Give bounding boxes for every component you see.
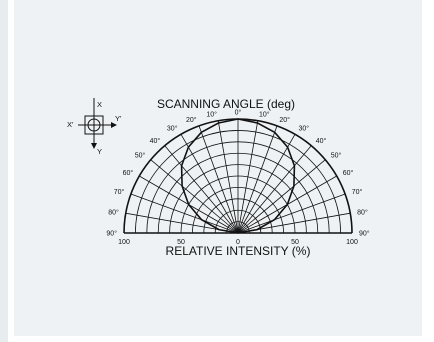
- chart-panel: [14, 0, 422, 336]
- intensity-tick-label: 100: [118, 239, 130, 246]
- curve-layer: [180, 118, 296, 234]
- led-lens-circle: [87, 118, 101, 132]
- angle-tick-label: 0°: [235, 109, 242, 117]
- angle-tick-label: 40°: [150, 137, 161, 145]
- grid-radial-line: [164, 145, 239, 234]
- angle-tick-label: 30°: [167, 125, 178, 133]
- grid-radial-line: [237, 120, 259, 234]
- orientation-x-prime-label: X': [67, 120, 74, 129]
- grid-radial-line: [198, 125, 239, 234]
- led-package-square: [84, 115, 104, 135]
- angle-tick-label: 90°: [106, 230, 117, 238]
- grid-radial-line: [130, 193, 239, 234]
- angle-tick-label: 80°: [108, 208, 119, 216]
- polar-grid: [123, 118, 353, 234]
- grid-radial-line: [237, 125, 278, 234]
- grid-radial-line: [237, 134, 296, 234]
- orientation-diagram: X X' Y' Y: [67, 98, 122, 156]
- orientation-y-prime-label: Y': [115, 114, 122, 123]
- angle-tick-label: 10°: [259, 110, 270, 118]
- orientation-arrow-icon: [91, 143, 97, 149]
- angle-tick-label: 40°: [316, 137, 327, 145]
- radiation-curve: [180, 118, 296, 234]
- intensity-tick-label: 50: [291, 239, 299, 246]
- angle-tick-label: 60°: [343, 169, 354, 177]
- intensity-labels: 100 50 0 50 100: [118, 239, 358, 246]
- angle-tick-label: 70°: [352, 188, 363, 196]
- angle-tick-label: 10°: [206, 110, 217, 118]
- grid-radial-line: [237, 159, 326, 234]
- angle-tick-label: 90°: [359, 230, 370, 238]
- angle-labels: 90° 80° 70° 60° 50° 40° 30° 20° 10° 0° 10° 20° 30° 40…: [106, 109, 369, 238]
- grid-radial-line: [180, 134, 239, 234]
- intensity-tick-label: 50: [177, 239, 185, 246]
- intensity-tick-label: 0: [236, 239, 240, 246]
- angle-tick-label: 70°: [114, 188, 125, 196]
- angle-tick-label: 20°: [186, 116, 197, 124]
- x-axis-label: RELATIVE INTENSITY (%): [166, 244, 311, 258]
- grid-radial-line: [150, 159, 239, 234]
- grid-radial-line: [217, 120, 239, 234]
- chart-title: SCANNING ANGLE (deg): [157, 97, 295, 111]
- grid-radial-line: [237, 145, 312, 234]
- angle-tick-label: 60°: [123, 169, 134, 177]
- orientation-x-label: X: [97, 100, 102, 109]
- angle-tick-label: 20°: [279, 116, 290, 124]
- angle-tick-label: 50°: [135, 152, 146, 160]
- grid-radial-line: [237, 193, 346, 234]
- orientation-y-label: Y: [97, 147, 102, 156]
- left-border-strip: [0, 0, 8, 342]
- intensity-tick-label: 100: [346, 239, 358, 246]
- orientation-arrow-icon: [111, 122, 117, 128]
- angle-tick-label: 30°: [299, 125, 310, 133]
- angle-tick-label: 80°: [357, 208, 368, 216]
- angle-tick-label: 50°: [331, 152, 342, 160]
